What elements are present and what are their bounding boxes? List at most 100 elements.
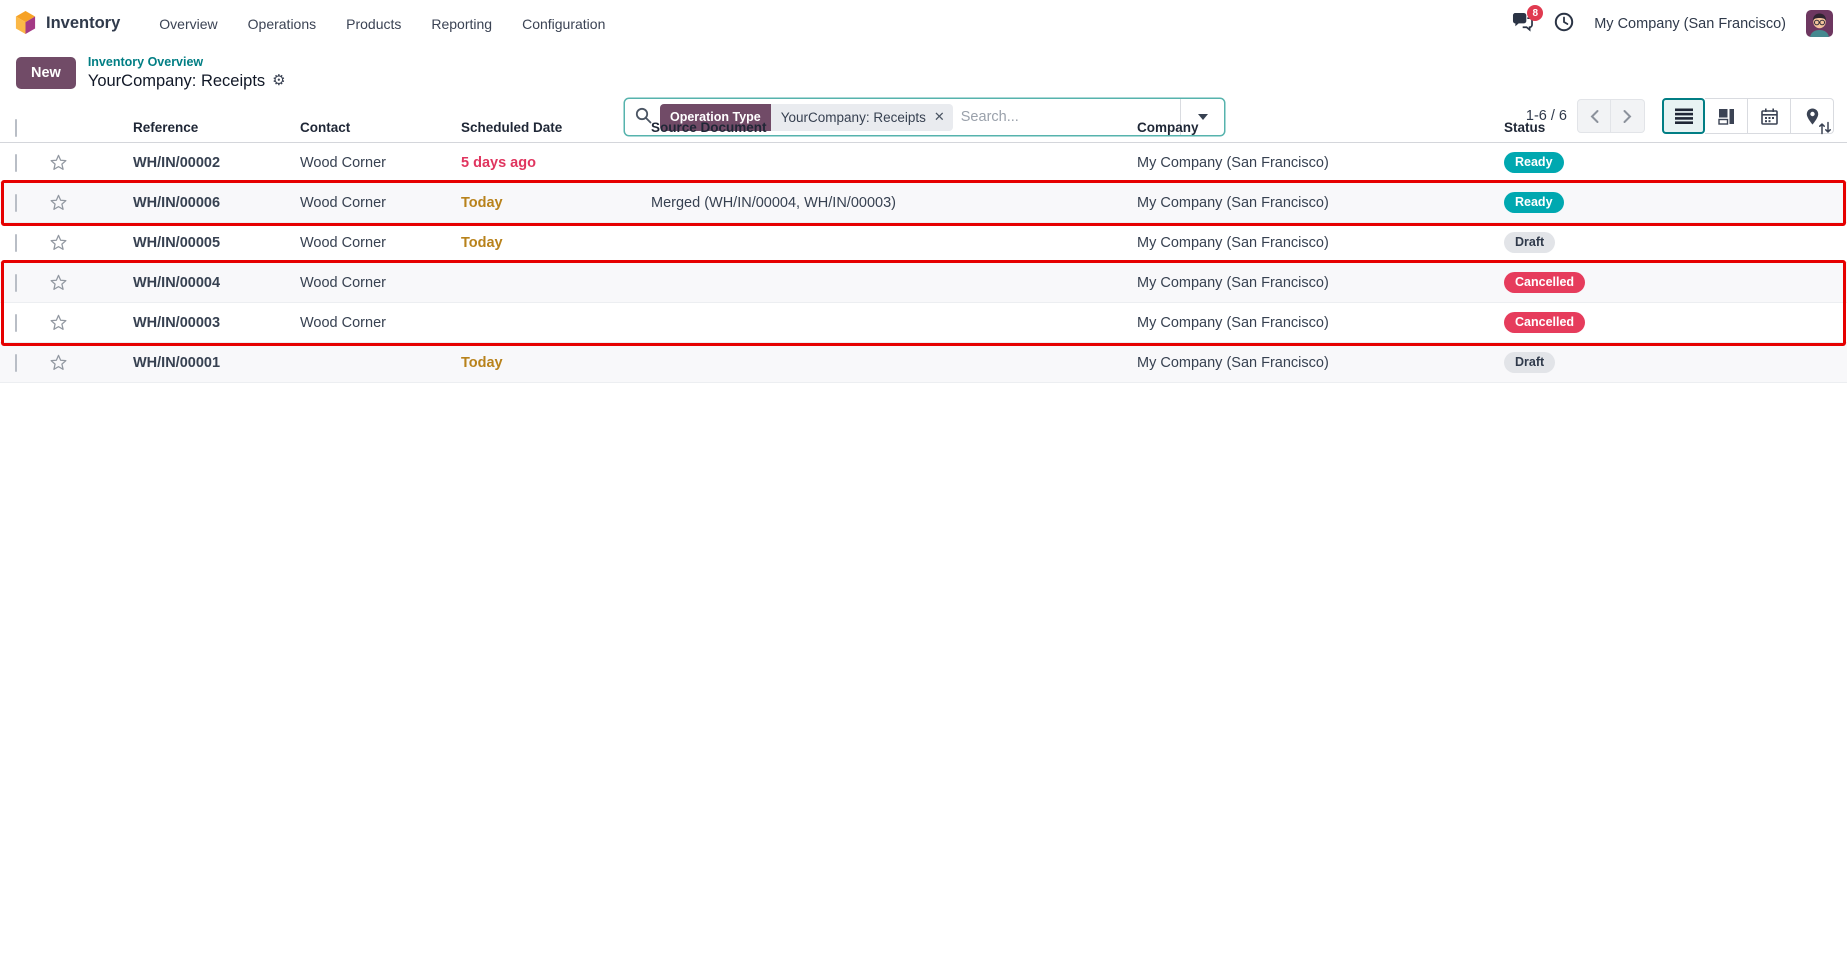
search-facet: Operation Type YourCompany: Receipts ✕ — [660, 103, 953, 131]
table-row[interactable]: WH/IN/00004 Wood Corner My Company (San … — [0, 263, 1847, 303]
column-header-scheduled-date[interactable]: Scheduled Date — [461, 120, 563, 135]
cell-company: My Company (San Francisco) — [1137, 154, 1329, 171]
inventory-app-icon — [14, 10, 37, 38]
cell-contact: Wood Corner — [300, 274, 386, 291]
control-panel: New Inventory Overview YourCompany: Rece… — [0, 47, 1847, 136]
chevron-left-icon — [1590, 109, 1598, 123]
search-options-toggle[interactable] — [1180, 99, 1224, 135]
menu-item-configuration[interactable]: Configuration — [522, 15, 606, 32]
table-row[interactable]: WH/IN/00005 Wood Corner Today My Company… — [0, 223, 1847, 263]
cell-scheduled-date: Today — [461, 354, 503, 371]
view-switcher-map[interactable] — [1791, 98, 1834, 134]
view-switcher-list[interactable] — [1662, 98, 1705, 134]
cell-scheduled-date: Today — [461, 194, 503, 211]
menu-item-products[interactable]: Products — [346, 15, 402, 32]
records-list: Reference Contact Scheduled Date Source … — [0, 113, 1847, 383]
chevron-right-icon — [1623, 109, 1632, 123]
column-header-company[interactable]: Company — [1137, 120, 1199, 135]
select-all-checkbox[interactable] — [15, 118, 17, 137]
kanban-view-icon — [1717, 108, 1734, 125]
row-checkbox[interactable] — [15, 353, 17, 372]
user-avatar[interactable] — [1806, 10, 1833, 37]
favorite-star-icon[interactable] — [49, 193, 68, 212]
pager-previous-button[interactable] — [1577, 99, 1611, 133]
breadcrumb-parent-link[interactable]: Inventory Overview — [87, 55, 204, 69]
status-badge: Cancelled — [1504, 272, 1586, 293]
status-badge: Draft — [1504, 232, 1556, 253]
view-switcher — [1662, 98, 1834, 134]
adjust-columns-icon — [1819, 121, 1831, 134]
menu-item-reporting[interactable]: Reporting — [431, 15, 493, 32]
cell-contact: Wood Corner — [300, 314, 386, 331]
top-navbar: Inventory Overview Operations Products Repo… — [0, 0, 1847, 47]
calendar-view-icon — [1760, 108, 1778, 125]
view-switcher-kanban[interactable] — [1705, 98, 1748, 134]
facet-value-label: YourCompany: Receipts — [780, 109, 926, 125]
row-checkbox[interactable] — [15, 273, 17, 292]
app-name: Inventory — [46, 14, 121, 32]
favorite-star-icon[interactable] — [49, 313, 68, 332]
table-row[interactable]: WH/IN/00002 Wood Corner 5 days ago My Co… — [0, 143, 1847, 183]
app-switcher[interactable]: Inventory — [14, 10, 120, 38]
cell-company: My Company (San Francisco) — [1137, 194, 1329, 211]
status-badge: Ready — [1504, 152, 1564, 173]
pager-range: 1-6 / 6 — [1525, 108, 1567, 124]
column-header-status[interactable]: Status — [1504, 120, 1546, 135]
optional-columns-button[interactable] — [1803, 120, 1847, 136]
pager — [1577, 99, 1645, 133]
cell-reference: WH/IN/00006 — [133, 194, 221, 211]
status-badge: Cancelled — [1504, 312, 1586, 333]
cell-source-document: Merged (WH/IN/00004, WH/IN/00003) — [651, 194, 896, 211]
view-switcher-calendar[interactable] — [1748, 98, 1791, 134]
list-body: WH/IN/00002 Wood Corner 5 days ago My Co… — [0, 143, 1847, 383]
favorite-star-icon[interactable] — [49, 153, 68, 172]
status-badge: Draft — [1504, 352, 1556, 373]
cell-company: My Company (San Francisco) — [1137, 354, 1329, 371]
cell-company: My Company (San Francisco) — [1137, 274, 1329, 291]
row-checkbox[interactable] — [15, 313, 17, 332]
column-header-reference[interactable]: Reference — [133, 120, 199, 135]
main-menu: Overview Operations Products Reporting Confi… — [146, 9, 618, 39]
status-badge: Ready — [1504, 192, 1564, 213]
facet-remove-icon[interactable]: ✕ — [933, 109, 945, 124]
activities-button[interactable] — [1554, 12, 1574, 35]
favorite-star-icon[interactable] — [49, 353, 68, 372]
search-bar: Operation Type YourCompany: Receipts ✕ — [624, 98, 1225, 136]
row-checkbox[interactable] — [15, 193, 17, 212]
actions-gear-icon[interactable]: ⚙ — [272, 72, 286, 90]
cell-company: My Company (San Francisco) — [1137, 314, 1329, 331]
clock-icon — [1554, 12, 1574, 35]
cell-reference: WH/IN/00005 — [133, 234, 221, 251]
cell-reference: WH/IN/00003 — [133, 314, 221, 331]
row-checkbox[interactable] — [15, 153, 17, 172]
cell-reference: WH/IN/00001 — [133, 354, 221, 371]
cell-reference: WH/IN/00002 — [133, 154, 221, 171]
cell-scheduled-date: Today — [461, 234, 503, 251]
breadcrumb: Inventory Overview YourCompany: Receipts… — [88, 55, 286, 91]
cell-scheduled-date: 5 days ago — [461, 154, 536, 171]
navbar-systray: 8 My Company (San Francisco) — [1511, 5, 1833, 37]
favorite-star-icon[interactable] — [49, 273, 68, 292]
messages-count-badge: 8 — [1527, 5, 1544, 21]
page-title: YourCompany: Receipts — [87, 71, 266, 90]
cell-contact: Wood Corner — [300, 154, 386, 171]
menu-item-operations[interactable]: Operations — [247, 15, 317, 32]
cell-company: My Company (San Francisco) — [1137, 234, 1329, 251]
new-button[interactable]: New — [16, 57, 76, 89]
favorite-star-icon[interactable] — [49, 233, 68, 252]
cell-contact: Wood Corner — [300, 234, 386, 251]
company-switcher[interactable]: My Company (San Francisco) — [1594, 15, 1786, 32]
table-row[interactable]: WH/IN/00003 Wood Corner My Company (San … — [0, 303, 1847, 343]
menu-item-overview[interactable]: Overview — [159, 15, 218, 32]
search-input[interactable] — [960, 109, 1170, 125]
table-row[interactable]: WH/IN/00006 Wood Corner Today Merged (WH… — [0, 183, 1847, 223]
pager-next-button[interactable] — [1611, 99, 1645, 133]
cell-contact: Wood Corner — [300, 194, 386, 211]
table-row[interactable]: WH/IN/00001 Today My Company (San Franci… — [0, 343, 1847, 383]
column-header-contact[interactable]: Contact — [300, 120, 351, 135]
row-checkbox[interactable] — [15, 233, 17, 252]
list-view-icon — [1674, 108, 1693, 124]
column-header-source-document[interactable]: Source Document — [651, 120, 767, 135]
messages-button[interactable]: 8 — [1511, 5, 1544, 35]
